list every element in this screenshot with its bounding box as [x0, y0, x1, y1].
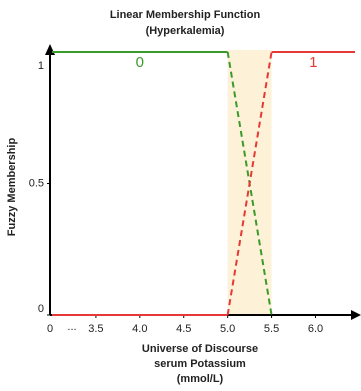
x-tick-label: 4.5	[176, 323, 191, 335]
y-axis-arrow	[45, 44, 55, 55]
x-break-label: ...	[67, 321, 76, 333]
x-axis-arrow	[351, 310, 361, 320]
x-tick-label: 4.0	[132, 323, 147, 335]
chart-title: Linear Membership Function	[110, 9, 261, 21]
y-tick-label: 0.5	[29, 177, 44, 189]
x-tick-label: 6.0	[308, 323, 323, 335]
x-tick-label: 3.5	[88, 323, 103, 335]
x-tick-label: 5.0	[220, 323, 235, 335]
series	[52, 51, 355, 316]
series-label: 1	[309, 54, 317, 71]
y-axis-label: Fuzzy Membership	[6, 138, 18, 237]
x-tick-label: 5.5	[264, 323, 279, 335]
x-axis-label: Universe of Discourse	[142, 343, 258, 355]
series-label: 0	[136, 54, 144, 71]
y-tick-label: 0	[38, 303, 44, 315]
y-tick-label: 1	[38, 60, 44, 72]
line-segment	[226, 51, 273, 316]
x-axis-label: serum Potassium	[154, 358, 246, 370]
x-origin-label: 0	[47, 323, 53, 335]
chart-subtitle: (Hyperkalemia)	[146, 25, 225, 37]
x-axis-label: (mmol/L)	[177, 373, 224, 385]
